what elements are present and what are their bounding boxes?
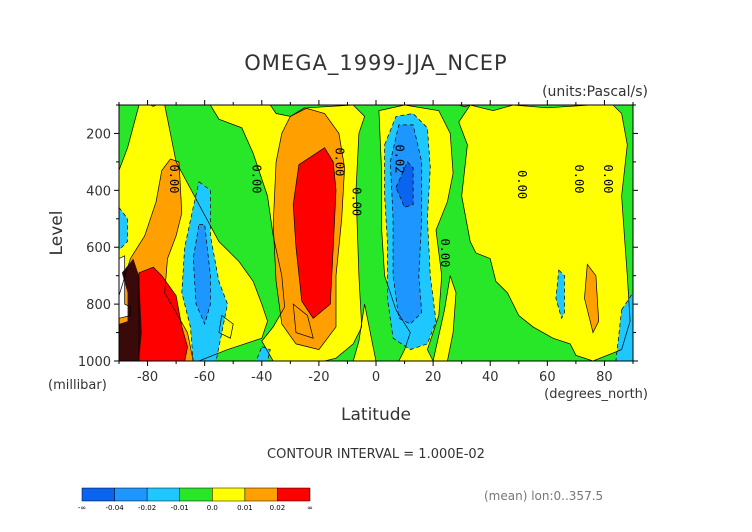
contour-line-8 bbox=[292, 303, 314, 339]
contour-region-14 bbox=[139, 267, 188, 361]
colorbar-label-1: -0.04 bbox=[106, 504, 125, 512]
x-tick-label-7: 60 bbox=[539, 370, 556, 385]
colorbar-swatch-1 bbox=[114, 487, 148, 502]
colorbar-swatch-2 bbox=[146, 487, 180, 502]
contour-region-19 bbox=[615, 292, 633, 361]
contour-line-17 bbox=[384, 113, 437, 350]
contour-line-14 bbox=[138, 266, 188, 361]
y-axis-units: (millibar) bbox=[48, 378, 107, 393]
contour-line-23 bbox=[389, 124, 423, 325]
contour-line-2 bbox=[209, 105, 366, 361]
contour-line-10 bbox=[272, 107, 345, 350]
x-tick-label-2: -40 bbox=[251, 370, 272, 385]
contour-line-5 bbox=[458, 105, 631, 361]
contour-line-7 bbox=[218, 314, 234, 339]
x-tick-label-4: 0 bbox=[372, 370, 380, 385]
contour-line-22 bbox=[192, 224, 211, 326]
x-tick-label-5: 20 bbox=[425, 370, 442, 385]
x-tick-label-6: 40 bbox=[482, 370, 499, 385]
contour-label-8: 0.00 bbox=[601, 165, 615, 194]
y-axis: 200 400 600 800 1000 bbox=[78, 104, 638, 370]
chart-title: OMEGA_1999-JJA_NCEP bbox=[244, 51, 507, 76]
contour-line-6 bbox=[432, 275, 457, 361]
contour-value-labels: 0.00 0.00 0.00 0.00 0.02 0.00 0.00 0.00 0.00 bbox=[167, 145, 615, 268]
x-tick-label-1: -60 bbox=[194, 370, 215, 385]
contour-region-6 bbox=[433, 275, 456, 361]
x-axis-label: Latitude bbox=[341, 405, 411, 425]
contour-label-7: 0.00 bbox=[572, 165, 586, 194]
contour-lines bbox=[119, 105, 633, 361]
contour-line-25 bbox=[395, 161, 414, 208]
colorbar-swatch-0 bbox=[81, 487, 115, 502]
colorbar-label-0: -∞ bbox=[78, 504, 86, 512]
contour-region-18 bbox=[119, 207, 128, 251]
contour-line-1 bbox=[119, 105, 268, 361]
colorbar-swatch-6 bbox=[277, 487, 311, 502]
y-tick-label-1: 400 bbox=[86, 184, 111, 199]
colorbar-swatch-4 bbox=[212, 487, 246, 502]
y-tick-label-4: 1000 bbox=[78, 355, 111, 370]
contour-line-18 bbox=[119, 206, 128, 251]
colorbar-label-6: 0.02 bbox=[270, 504, 286, 512]
x-tick-label-0: -80 bbox=[137, 370, 158, 385]
colorbar-label-7: ∞ bbox=[307, 504, 313, 512]
contour-line-21 bbox=[255, 346, 271, 361]
contour-label-5: 0.00 bbox=[438, 238, 452, 267]
y-tick-label-2: 600 bbox=[86, 241, 111, 256]
color-bar: -∞ -0.04 -0.02 -0.01 0.0 0.01 0.02 ∞ bbox=[78, 487, 313, 512]
contour-interval-text: CONTOUR INTERVAL = 1.000E-02 bbox=[267, 447, 485, 462]
contour-line-3 bbox=[352, 304, 377, 361]
x-axis: -80 -60 -40 -20 0 20 40 60 80 bbox=[118, 100, 634, 385]
contour-label-6: 0.00 bbox=[515, 170, 529, 199]
contour-line-15 bbox=[292, 147, 337, 319]
contour-label-2: 0.00 bbox=[332, 147, 346, 176]
x-tick-label-8: 80 bbox=[596, 370, 613, 385]
x-tick-label-3: -20 bbox=[308, 370, 329, 385]
contour-line-4 bbox=[378, 105, 454, 361]
contour-region-20 bbox=[555, 270, 565, 319]
colorbar-label-2: -0.02 bbox=[138, 504, 156, 512]
y-tick-label-3: 800 bbox=[86, 298, 111, 313]
colorbar-label-3: -0.01 bbox=[171, 504, 189, 512]
contour-label-0: 0.00 bbox=[167, 165, 181, 194]
contour-region-3 bbox=[353, 304, 376, 361]
contour-line-9 bbox=[119, 158, 194, 361]
colorbar-label-4: 0.0 bbox=[207, 504, 218, 512]
contour-region-23 bbox=[390, 124, 422, 325]
colorbar-swatch-3 bbox=[179, 487, 213, 502]
y-tick-label-0: 200 bbox=[86, 127, 111, 142]
units-label: (units:Pascal/s) bbox=[542, 84, 648, 100]
contour-region-22 bbox=[193, 224, 211, 324]
colorbar-label-5: 0.01 bbox=[237, 504, 253, 512]
contour-line-12 bbox=[150, 105, 157, 107]
footer-mean-text: (mean) lon:0..357.5 bbox=[484, 489, 603, 503]
y-axis-label: Level bbox=[47, 211, 67, 256]
contour-line-24 bbox=[119, 255, 131, 319]
x-axis-units: (degrees_north) bbox=[544, 387, 648, 402]
contour-line-11 bbox=[584, 263, 600, 334]
contour-line-13 bbox=[458, 105, 471, 108]
contour-region-25 bbox=[396, 161, 414, 208]
contour-line-16 bbox=[181, 181, 228, 361]
contour-label-3: 0.00 bbox=[350, 187, 364, 216]
contour-fill-regions bbox=[119, 105, 633, 361]
contour-region-15 bbox=[293, 147, 336, 319]
colorbar-swatch-5 bbox=[244, 487, 278, 502]
contour-label-4: 0.02 bbox=[392, 145, 406, 174]
contour-label-1: 0.00 bbox=[250, 165, 264, 194]
contour-region-11 bbox=[584, 264, 599, 333]
